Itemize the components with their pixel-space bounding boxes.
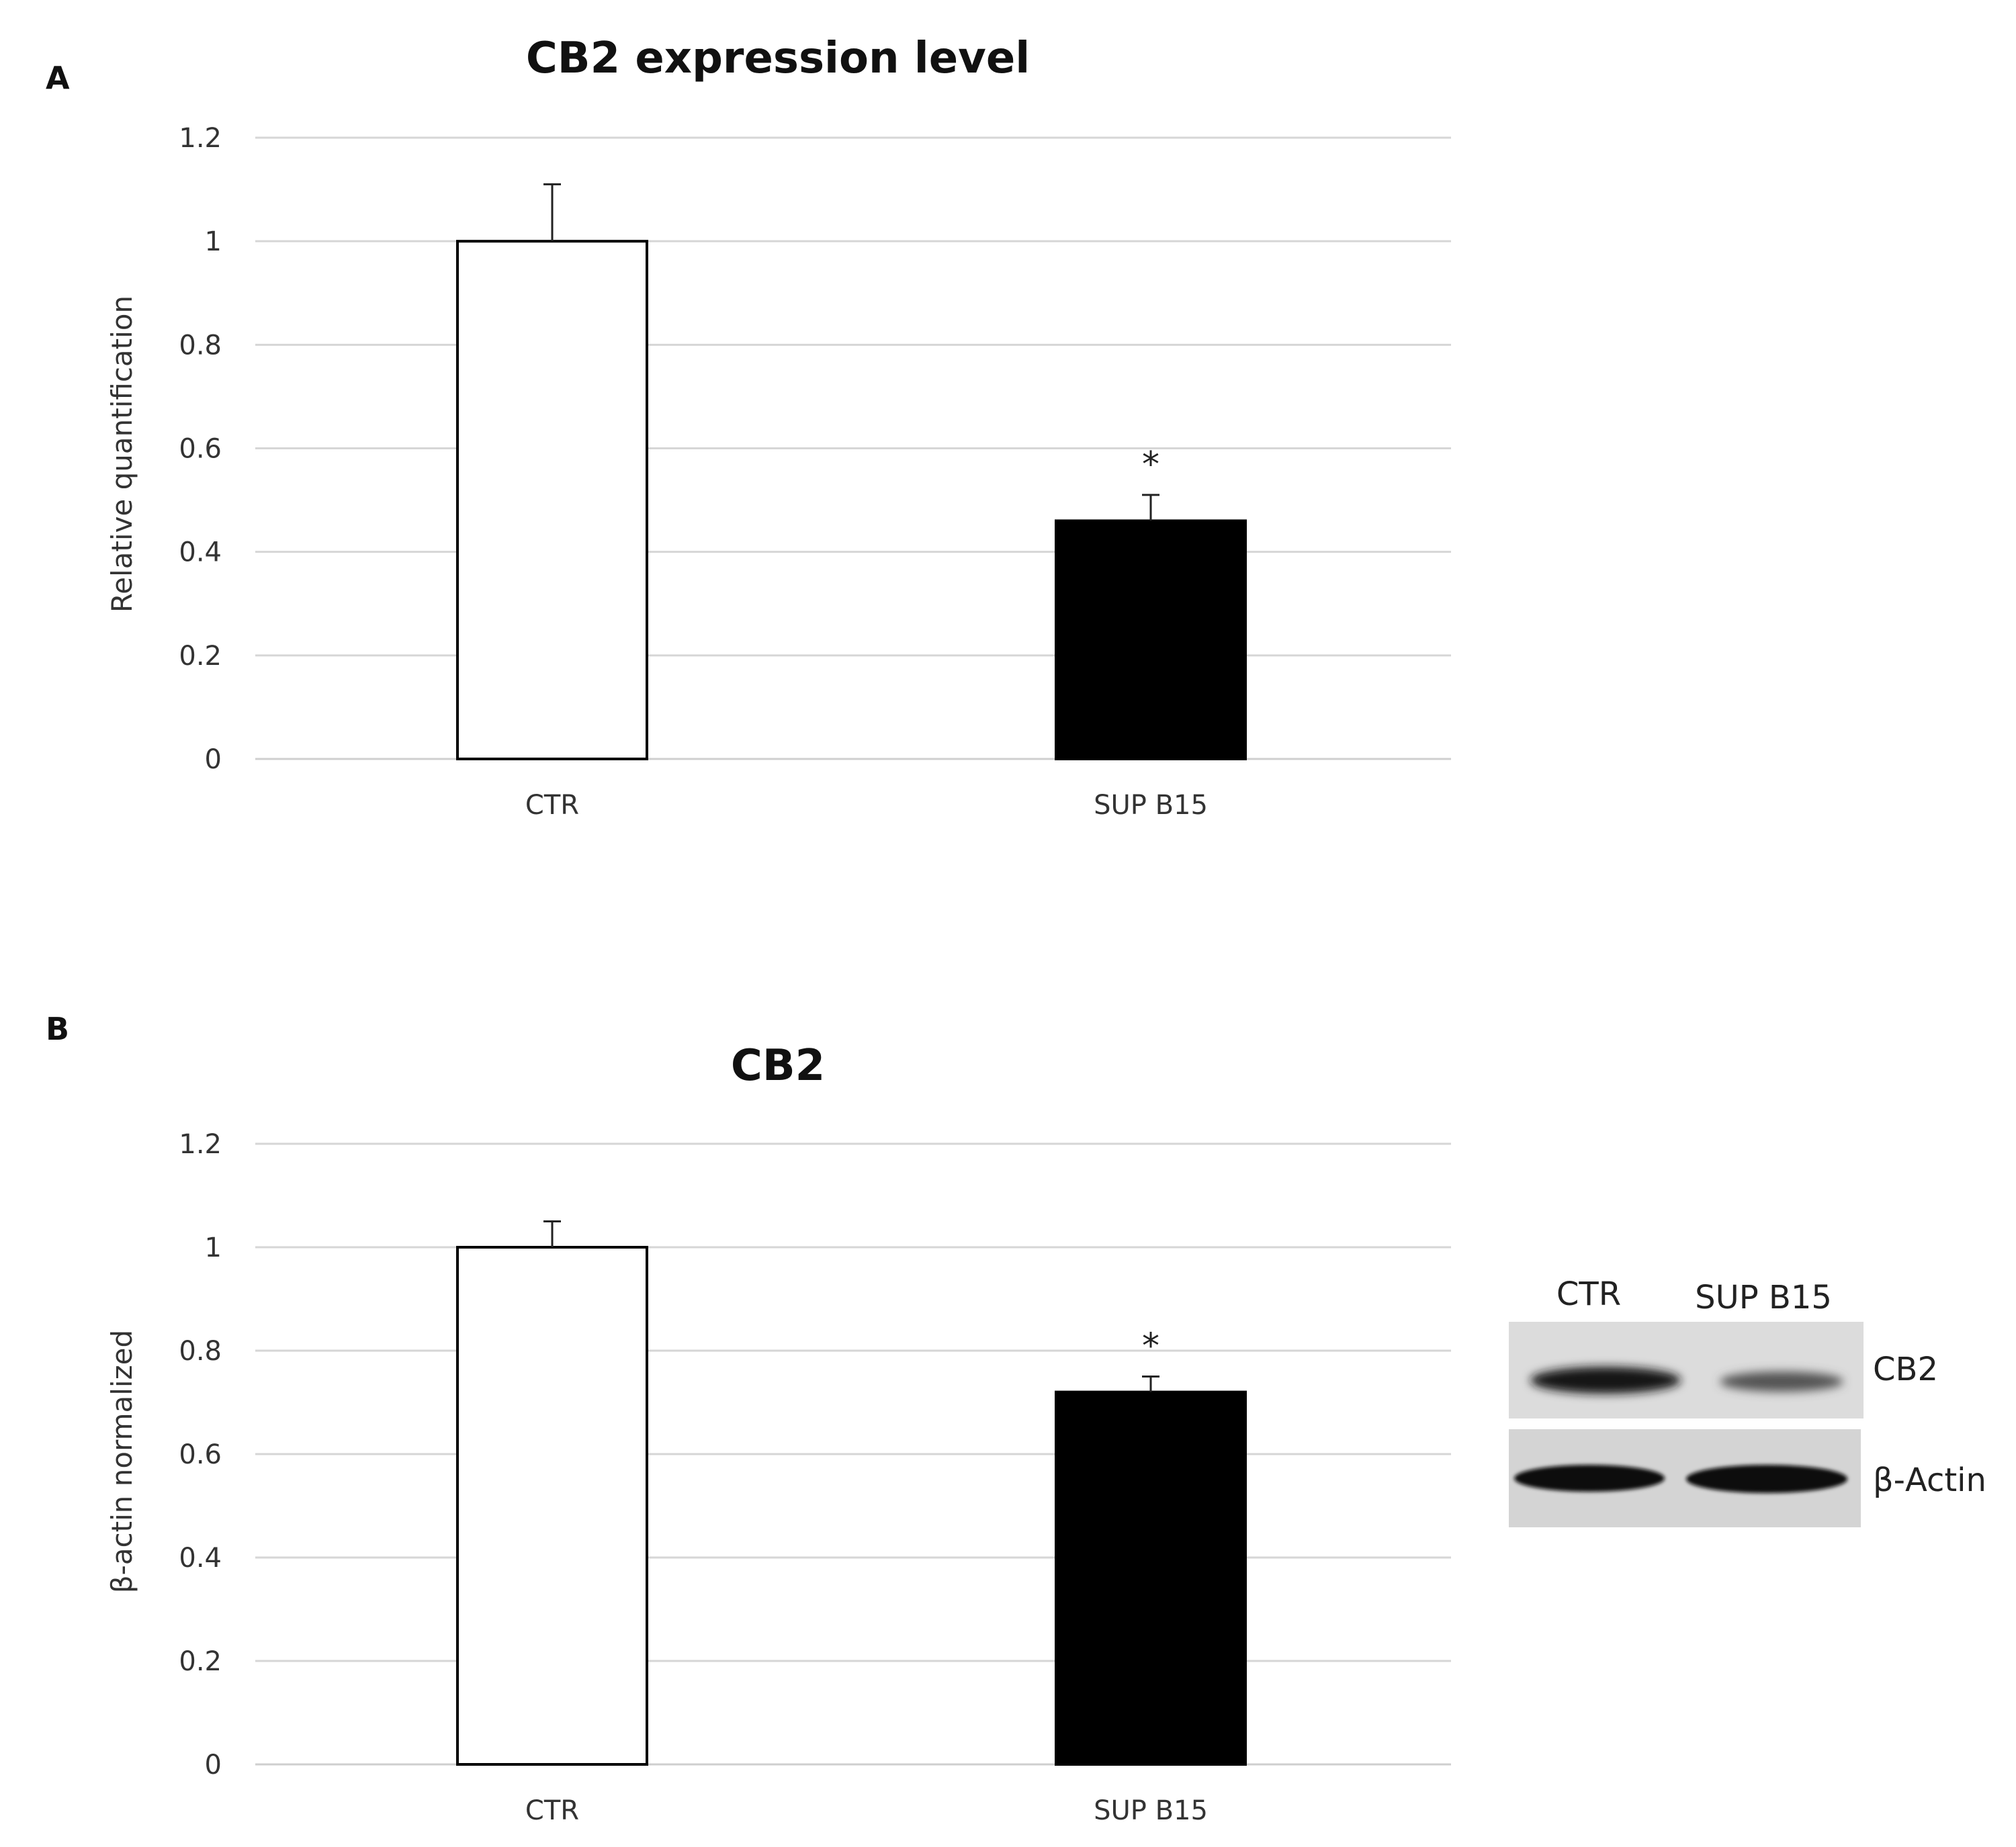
error-bar-ctr-a: [543, 183, 561, 242]
blot-band-actin-sup-b15: [1686, 1465, 1847, 1493]
y-tick-label-a: 1: [205, 226, 222, 257]
y-tick-label-b: 0: [205, 1750, 222, 1781]
y-axis-title-text-b: β-actin normalized: [105, 1330, 138, 1593]
plot-area-a: 0 0.2 0.4 0.6 0.8 1 1.2 CTR * SUP B15: [179, 123, 1451, 821]
blot-band-label-actin: β-Actin: [1873, 1461, 1986, 1499]
panel-b: B CB2 β-actin normalized 0 0.2 0.4 0.6 0.8 1 1…: [46, 1011, 1451, 1826]
blot-lane-label-ctr: CTR: [1557, 1275, 1621, 1313]
error-bar-sup-b15-b: [1142, 1376, 1159, 1392]
significance-star-b: *: [1142, 1326, 1159, 1367]
y-tick-label-b: 0.8: [179, 1336, 222, 1367]
blot-band-cb2-ctr: [1530, 1367, 1681, 1394]
bar-ctr-b: [456, 1246, 648, 1766]
error-bar-sup-b15-a: [1142, 494, 1159, 521]
blot-band-label-cb2: CB2: [1873, 1351, 1938, 1388]
y-axis-title-text-a: Relative quantification: [105, 296, 138, 613]
y-tick-label-b: 1: [205, 1232, 222, 1263]
x-category-label-sup-b15-a: SUP B15: [1094, 790, 1208, 821]
y-tick-label-b: 0.2: [179, 1646, 222, 1677]
panel-letter-b: B: [46, 1011, 69, 1047]
x-category-label-ctr-b: CTR: [525, 1795, 579, 1826]
plot-area-b: 0 0.2 0.4 0.6 0.8 1 1.2 CTR * SUP B15: [179, 1129, 1451, 1826]
y-tick-label-a: 0: [205, 744, 222, 775]
blot-band-cb2-sup-b15: [1720, 1371, 1843, 1392]
bar-ctr-a: [456, 240, 648, 760]
y-tick-label-b: 0.6: [179, 1439, 222, 1470]
significance-star-a: *: [1142, 445, 1159, 485]
x-category-label-ctr-a: CTR: [525, 790, 579, 821]
blot-band-actin-ctr: [1514, 1465, 1665, 1492]
y-tick-label-a: 0.2: [179, 641, 222, 672]
blot-lane-label-sup-b15: SUP B15: [1695, 1279, 1832, 1316]
y-tick-label-b: 1.2: [179, 1129, 222, 1160]
y-tick-label-a: 0.6: [179, 434, 222, 465]
bar-sup-b15-b: [1055, 1390, 1247, 1766]
y-tick-label-a: 1.2: [179, 123, 222, 154]
y-tick-label-a: 0.4: [179, 537, 222, 568]
x-category-label-sup-b15-b: SUP B15: [1094, 1795, 1208, 1826]
chart-title-a: CB2 expression level: [526, 34, 1030, 83]
panel-a: A CB2 expression level Relative quantifi…: [46, 34, 1451, 821]
y-tick-label-a: 0.8: [179, 330, 222, 361]
error-bar-ctr-b: [543, 1220, 561, 1247]
panel-letter-a: A: [46, 60, 70, 96]
western-blot: CTR SUP B15 CB2 β-Actin: [1509, 1275, 1986, 1527]
y-axis-title-b: β-actin normalized: [105, 1330, 138, 1593]
bar-sup-b15-a: [1055, 519, 1247, 761]
y-tick-label-b: 0.4: [179, 1543, 222, 1574]
chart-title-b: CB2: [731, 1041, 825, 1091]
y-axis-title-a: Relative quantification: [105, 296, 138, 613]
